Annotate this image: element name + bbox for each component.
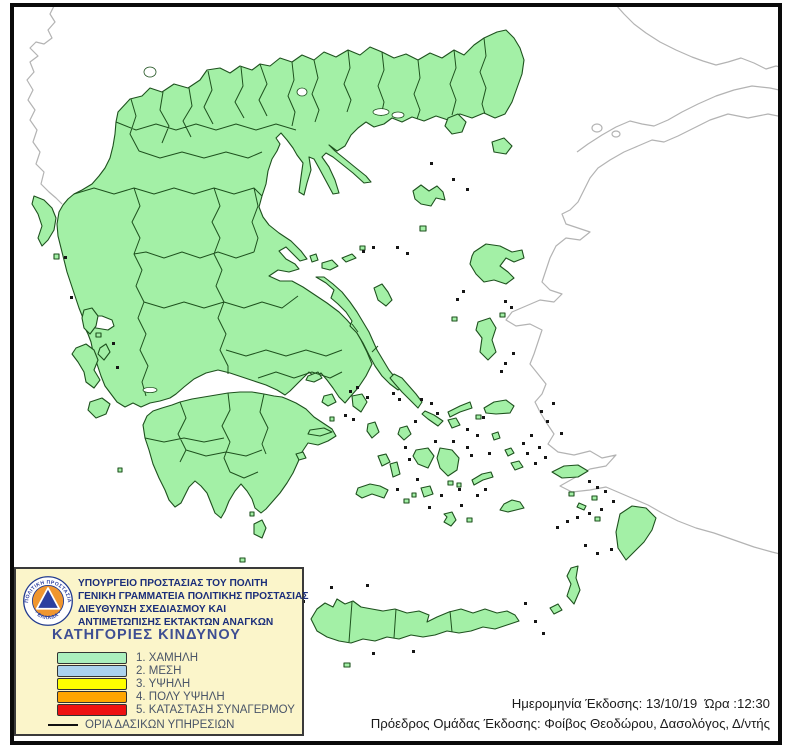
ios [420, 485, 434, 498]
neighboring-coastlines [26, 7, 778, 555]
lake-volvi [391, 111, 405, 119]
risk-swatch [57, 703, 127, 716]
risk-category-list: 1. ΧΑΜΗΛΗ 2. ΜΕΣΗ 3. ΥΨΗΛΗ 4. ΠΟΛΥ ΥΨΗΛΗ 5. … [57, 651, 295, 716]
boundary-line-label: ΟΡΙΑ ΔΑΣΙΚΩΝ ΥΠΗΡΕΣΙΩΝ [85, 719, 235, 731]
samothrace [491, 137, 513, 155]
aegina [321, 393, 337, 407]
legend-panel: ΠΟΛΙΤΙΚΗ ΠΡΟΣΤΑΣΙΑ · ΕΛΛΑΔΑ · ΥΠΟΥΡΓΕΙΟ … [14, 567, 309, 736]
milos [355, 483, 389, 499]
karpathos [566, 565, 581, 605]
patmos [491, 431, 501, 441]
serifos [377, 453, 391, 467]
civil-protection-logo: ΠΟΛΙΤΙΚΗ ΠΡΟΣΤΑΣΙΑ · ΕΛΛΑΔΑ · [23, 576, 73, 626]
lake-prespa [143, 66, 157, 78]
risk-category-row: 4. ΠΟΛΥ ΥΨΗΛΗ [57, 690, 295, 703]
spetses [295, 451, 307, 461]
risk-swatch [57, 690, 127, 703]
amorgos [471, 471, 494, 486]
kea [351, 393, 368, 413]
risk-swatch [57, 664, 127, 677]
small-islands [53, 225, 601, 668]
issue-info: Ημερομηνία Έκδοσης: 13/10/19 Ώρα :12:30 … [371, 694, 770, 733]
agency-line-4: ΑΝΤΙΜΕΤΩΠΙΣΗΣ ΕΚΤΑΚΤΩΝ ΑΝΑΓΚΩΝ [78, 617, 274, 628]
risk-category-row: 3. ΥΨΗΛΗ [57, 677, 295, 690]
naxos [436, 447, 460, 477]
turkey-coastline [505, 7, 778, 555]
mainland-greece [56, 29, 525, 408]
lefkada [81, 307, 99, 335]
issue-date-line: Ημερομηνία Έκδοσης: 13/10/19 Ώρα :12:30 [371, 694, 770, 714]
chios [475, 317, 497, 361]
albania-coastline [26, 7, 63, 205]
mykonos [447, 417, 461, 429]
corfu [31, 195, 57, 247]
risk-label: 5. ΚΑΤΑΣΤΑΣΗ ΣΥΝΑΓΕΡΜΟΥ [136, 703, 295, 716]
sifnos [389, 461, 401, 478]
skopelos [321, 259, 339, 271]
limnos [412, 184, 446, 207]
issuer-value: Φοίβος Θεοδώρου, Δασολόγος, Δ/ντής [544, 715, 770, 731]
alonissos [341, 253, 357, 263]
euboea [315, 276, 404, 391]
risk-swatch [57, 651, 127, 664]
risk-label: 1. ΧΑΜΗΛΗ [136, 651, 198, 664]
forest-boundary-row: ΟΡΙΑ ΔΑΣΙΚΩΝ ΥΠΗΡΕΣΙΩΝ [48, 718, 234, 732]
greece-map [26, 7, 778, 668]
risk-category-row: 5. ΚΑΤΑΣΤΑΣΗ ΣΥΝΑΓΕΡΜΟΥ [57, 703, 295, 716]
risk-category-row: 1. ΧΑΜΗΛΗ [57, 651, 295, 664]
issue-date-value: 13/10/19 [645, 696, 698, 711]
hydra [307, 427, 333, 437]
risk-category-row: 2. ΜΕΣΗ [57, 664, 295, 677]
paros [412, 447, 435, 469]
samos [483, 399, 515, 415]
risk-label: 3. ΥΨΗΛΗ [136, 677, 191, 690]
astypalea [499, 499, 525, 513]
issuer-label: Πρόεδρος Ομάδας Έκδοσης: [370, 715, 541, 731]
lesbos [469, 243, 525, 285]
skyros [373, 283, 393, 307]
issue-time-value: 12:30 [736, 696, 770, 711]
skiathos [309, 253, 319, 263]
lake-koronia [372, 108, 390, 116]
lakes [142, 66, 405, 393]
logo-ring-text-bottom: · ΕΛΛΑΔΑ · [33, 610, 63, 621]
logo-triangle-icon [35, 587, 61, 610]
andros [389, 373, 423, 409]
santorini [443, 511, 457, 527]
leros [504, 447, 515, 457]
lake-vegoritida [296, 87, 308, 97]
syros [397, 425, 412, 441]
zakynthos [87, 397, 111, 419]
ithaca [97, 343, 111, 361]
boundary-line-sample [48, 724, 78, 726]
issue-date-label: Ημερομηνία Έκδοσης: [511, 696, 643, 711]
crete [310, 598, 520, 644]
issuer-line: Πρόεδρος Ομάδας Έκδοσης: Φοίβος Θεοδώρου… [371, 714, 770, 734]
risk-label: 4. ΠΟΛΥ ΥΨΗΛΗ [136, 690, 225, 703]
agency-header: ΥΠΟΥΡΓΕΙΟ ΠΡΟΣΤΑΣΙΑΣ ΤΟΥ ΠΟΛΙΤΗ ΓΕΝΙΚΗ Γ… [78, 577, 309, 629]
thasos [444, 113, 467, 135]
rhodes [615, 505, 657, 561]
kasos [549, 603, 563, 615]
kythnos [366, 421, 380, 439]
agency-line-3: ΔΙΕΥΘΥΝΣΗ ΣΧΕΔΙΑΣΜΟΥ ΚΑΙ [78, 604, 227, 615]
issue-time-label: Ώρα : [704, 696, 737, 711]
kos [551, 464, 589, 479]
legend-title: ΚΑΤΗΓΟΡΙΕΣ ΚΙΝΔΥΝΟΥ [52, 627, 241, 643]
lake-trichonida [142, 386, 158, 393]
risk-swatch [57, 677, 127, 690]
kefalonia [71, 343, 101, 389]
prefecture-boundaries [73, 37, 487, 643]
ikaria [447, 401, 473, 418]
agency-line-1: ΥΠΟΥΡΓΕΙΟ ΠΡΟΣΤΑΣΙΑΣ ΤΟΥ ΠΟΛΙΤΗ [78, 578, 268, 589]
tinos [421, 410, 444, 427]
kythira [253, 519, 267, 539]
agency-line-2: ΓΕΝΙΚΗ ΓΡΑΜΜΑΤΕΙΑ ΠΟΛΙΤΙΚΗΣ ΠΡΟΣΤΑΣΙΑΣ [78, 591, 309, 602]
risk-label: 2. ΜΕΣΗ [136, 664, 182, 677]
kalymnos [510, 460, 524, 471]
